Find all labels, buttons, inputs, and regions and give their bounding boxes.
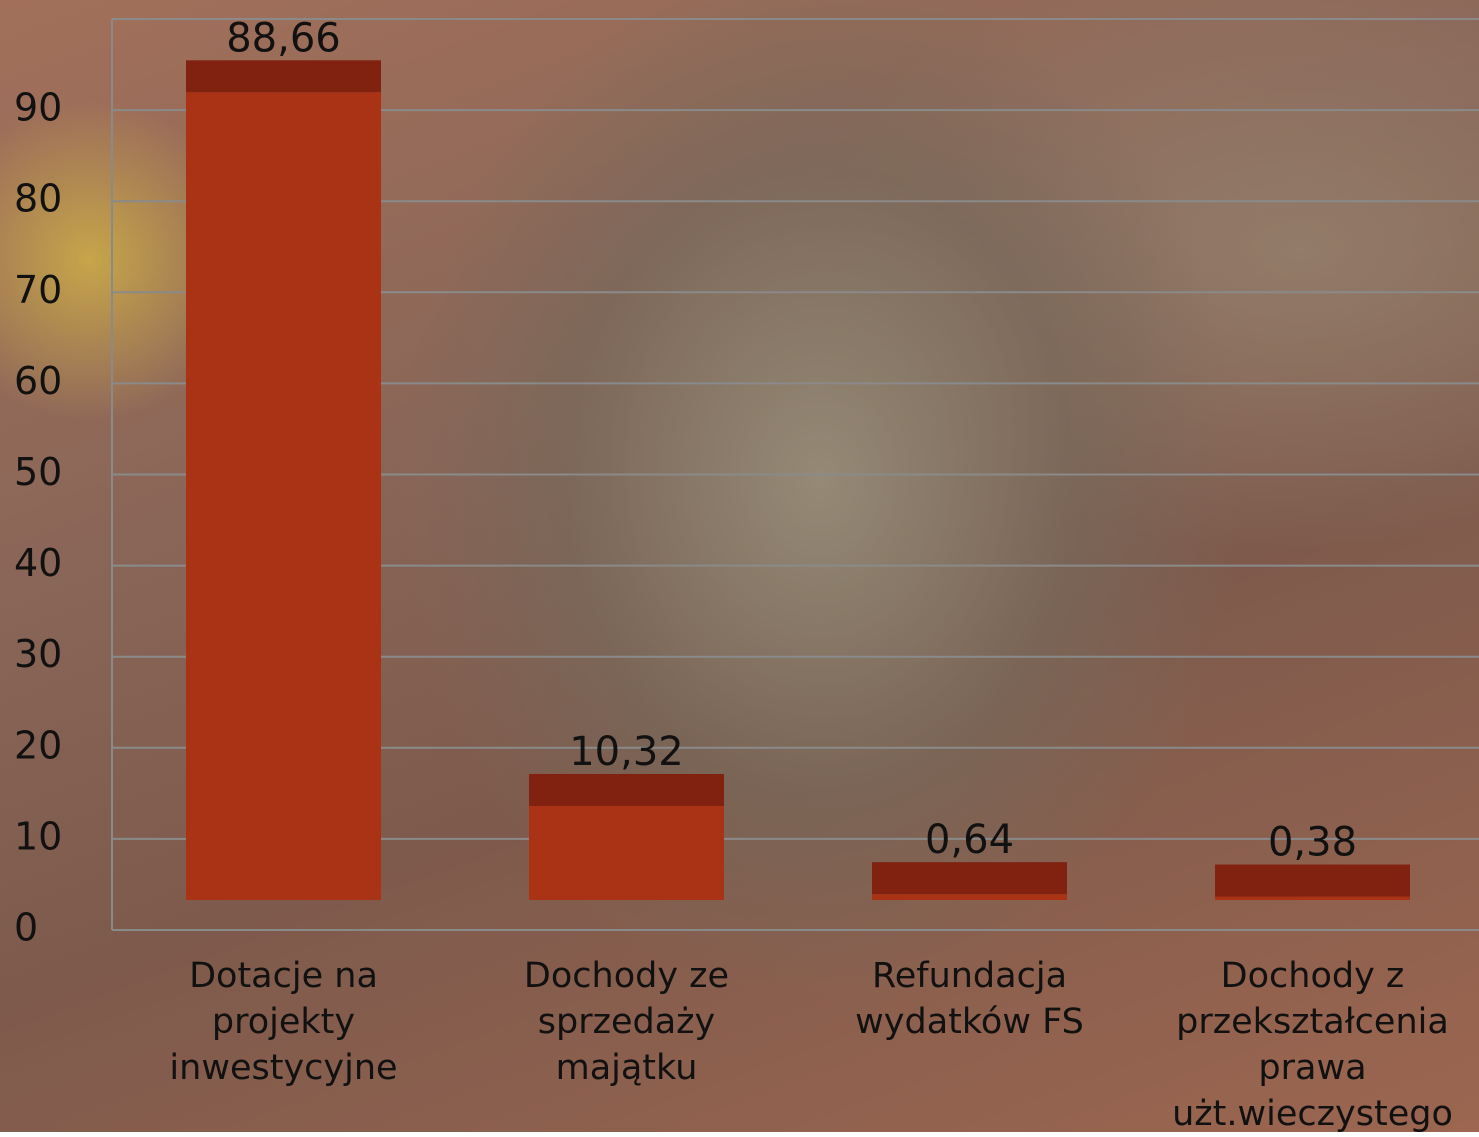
bar-top [186,60,381,93]
bar-top [1215,864,1410,897]
value-label: 0,38 [1268,820,1357,866]
y-tick-label: 10 [14,814,62,858]
y-tick-label: 50 [14,450,62,494]
bar [1215,896,1410,900]
bar [872,894,1067,900]
y-tick-label: 90 [14,86,62,130]
value-label: 88,66 [226,15,341,61]
y-tick-label: 80 [14,177,62,221]
bar [529,805,724,900]
x-tick-label: Refundacja wydatków FS [855,956,1084,1042]
x-tick-label: Dochody ze sprzedaży majątku [523,956,730,1088]
y-tick-label: 30 [14,632,62,676]
y-tick-label: 70 [14,268,62,312]
y-tick-label: 20 [14,723,62,767]
x-tick-label: Dochody z przekształcenia prawa użt.wiec… [1172,956,1453,1134]
x-tick-label: Dotacje na projekty inwestycyjne [169,956,398,1088]
y-tick-label: 40 [14,541,62,585]
bar-top [529,773,724,806]
value-label: 10,32 [569,729,684,775]
y-tick-label: 0 [14,906,38,950]
y-tick-label: 60 [14,359,62,403]
bar-top [872,862,1067,895]
bar [186,92,381,901]
value-label: 0,64 [925,817,1014,863]
